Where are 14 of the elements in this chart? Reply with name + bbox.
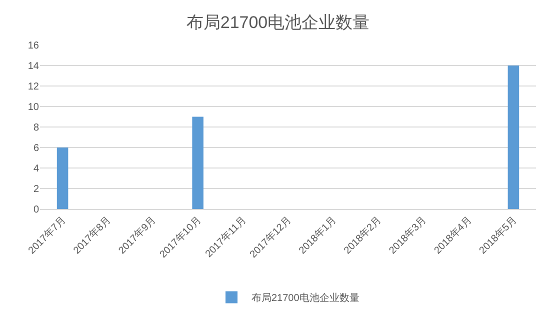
- y-tick-label: 10: [28, 102, 40, 113]
- y-tick-label: 6: [33, 143, 40, 154]
- chart-title: 布局21700电池企业数量: [186, 13, 370, 32]
- y-tick-label: 2: [33, 184, 40, 195]
- legend-label: 布局21700电池企业数量: [252, 292, 360, 304]
- bar: [56, 148, 68, 209]
- bar: [508, 66, 520, 209]
- y-tick-label: 14: [28, 61, 40, 72]
- y-tick-label: 0: [33, 204, 40, 216]
- y-tick-label: 12: [28, 82, 40, 92]
- bar: [192, 116, 204, 209]
- y-tick-label: 8: [33, 122, 40, 134]
- y-tick-label: 16: [28, 40, 40, 52]
- y-tick-label: 4: [33, 164, 40, 174]
